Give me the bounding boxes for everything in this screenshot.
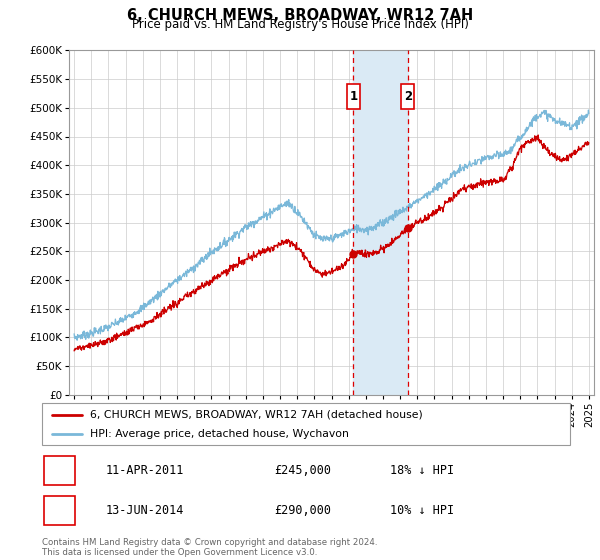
- Text: Contains HM Land Registry data © Crown copyright and database right 2024.
This d: Contains HM Land Registry data © Crown c…: [42, 538, 377, 557]
- Text: 1: 1: [349, 90, 358, 103]
- Text: HPI: Average price, detached house, Wychavon: HPI: Average price, detached house, Wych…: [89, 429, 349, 439]
- Text: £245,000: £245,000: [274, 464, 331, 477]
- Text: Price paid vs. HM Land Registry's House Price Index (HPI): Price paid vs. HM Land Registry's House …: [131, 18, 469, 31]
- FancyBboxPatch shape: [347, 83, 360, 109]
- FancyBboxPatch shape: [44, 496, 75, 525]
- FancyBboxPatch shape: [44, 456, 75, 484]
- Text: 2: 2: [55, 504, 64, 517]
- Text: 6, CHURCH MEWS, BROADWAY, WR12 7AH (detached house): 6, CHURCH MEWS, BROADWAY, WR12 7AH (deta…: [89, 409, 422, 419]
- Text: £290,000: £290,000: [274, 504, 331, 517]
- Text: 10% ↓ HPI: 10% ↓ HPI: [391, 504, 455, 517]
- Text: 13-JUN-2014: 13-JUN-2014: [106, 504, 184, 517]
- Text: 6, CHURCH MEWS, BROADWAY, WR12 7AH: 6, CHURCH MEWS, BROADWAY, WR12 7AH: [127, 8, 473, 24]
- Text: 11-APR-2011: 11-APR-2011: [106, 464, 184, 477]
- FancyBboxPatch shape: [401, 83, 415, 109]
- Bar: [353, 50, 408, 395]
- Text: 18% ↓ HPI: 18% ↓ HPI: [391, 464, 455, 477]
- Text: 2: 2: [404, 90, 412, 103]
- Text: 1: 1: [55, 464, 64, 477]
